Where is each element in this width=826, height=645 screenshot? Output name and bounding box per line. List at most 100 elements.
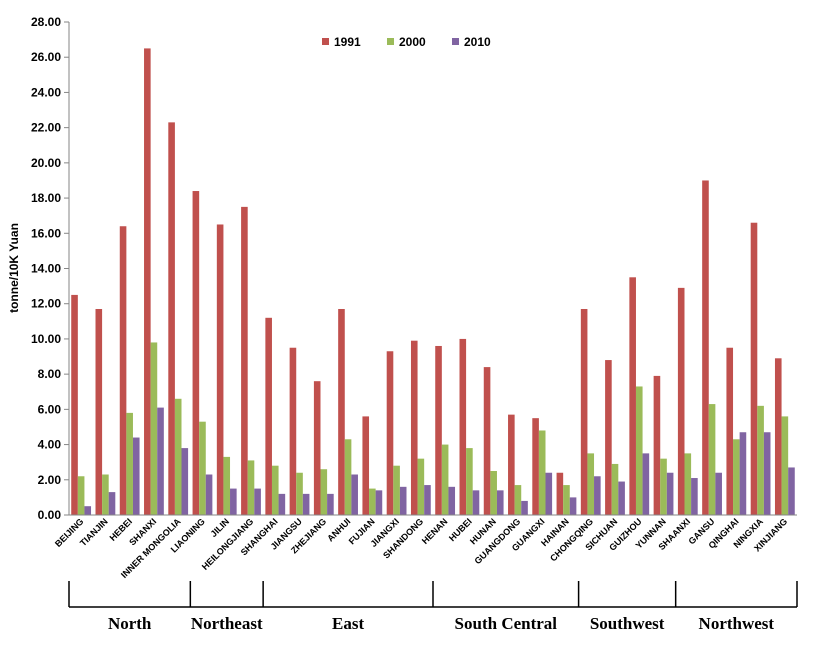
legend-label-2010: 2010: [464, 35, 491, 49]
bar-2010-anhui: [351, 474, 358, 515]
bar-2010-henan: [448, 486, 456, 515]
bar-1991-jiangxi: [386, 351, 394, 515]
bar-2000-beijing: [77, 476, 85, 515]
bar-2000-sichuan: [611, 463, 619, 515]
y-tick-label: 16.00: [31, 226, 61, 240]
bar-1991-guizhou: [629, 277, 636, 515]
bar-2010-hunan: [496, 490, 504, 515]
bar-2010-shandong: [424, 485, 431, 515]
bar-2000-heilongjiang: [247, 460, 255, 515]
bar-1991-zhejiang: [313, 381, 321, 515]
legend-swatch-2000: [387, 38, 394, 45]
bar-2010-beijing: [84, 506, 92, 515]
bar-2000-fujian: [369, 488, 376, 515]
y-tick-label: 6.00: [38, 402, 62, 416]
bar-1991-hunan: [483, 367, 491, 515]
bar-2000-ningxia: [757, 405, 764, 515]
bar-2000-jiangxi: [393, 465, 400, 515]
region-label-northwest: Northwest: [699, 614, 775, 633]
bar-2000-yunnan: [660, 458, 667, 515]
bar-1991-heilongjiang: [241, 206, 248, 515]
bar-1991-guangxi: [532, 418, 539, 515]
y-tick-label: 24.00: [31, 85, 61, 99]
bar-2000-shanghai: [271, 465, 279, 515]
bar-2010-jilin: [230, 488, 237, 515]
y-tick-label: 22.00: [31, 121, 61, 135]
bar-2000-inner-mongolia: [174, 398, 182, 515]
bar-2010-qinghai: [739, 432, 747, 515]
bar-2000-anhui: [344, 439, 352, 515]
bar-2010-sichuan: [618, 481, 625, 515]
region-label-east: East: [332, 614, 364, 633]
y-axis-label: tonne/10K Yuan: [7, 223, 21, 313]
bar-2000-shanxi: [150, 342, 158, 515]
y-axis-ticks: 0.00 2.00 4.00 6.00 8.00 10.00 12.00 14.00 16.00…: [31, 15, 69, 522]
bar-2010-liaoning: [205, 474, 213, 515]
y-tick-label: 0.00: [38, 508, 62, 522]
bar-1991-shanxi: [144, 48, 151, 516]
bar-1991-inner-mongolia: [168, 122, 175, 515]
bar-2010-fujian: [375, 490, 383, 515]
bar-1991-shandong: [410, 340, 418, 515]
bar-2010-guizhou: [642, 453, 650, 515]
bar-1991-xinjiang: [774, 358, 782, 515]
bar-1991-henan: [435, 345, 442, 515]
bar-2000-qinghai: [733, 439, 740, 515]
region-label-south-central: South Central: [455, 614, 558, 633]
bar-1991-shanghai: [265, 317, 272, 515]
bar-1991-ningxia: [750, 222, 758, 515]
y-tick-label: 18.00: [31, 191, 61, 205]
bar-1991-shaanxi: [677, 287, 685, 515]
bar-2000-chongqing: [587, 453, 595, 515]
bar-2010-zhejiang: [327, 493, 334, 515]
bar-2010-heilongjiang: [254, 488, 261, 515]
bar-1991-hubei: [459, 338, 467, 515]
bar-2010-inner-mongolia: [181, 448, 189, 515]
bar-2010-guangdong: [521, 500, 528, 515]
legend: 1991 2000 2010: [322, 35, 491, 49]
y-tick-label: 20.00: [31, 156, 61, 170]
bar-2000-gansu: [708, 404, 716, 515]
y-tick-label: 12.00: [31, 297, 61, 311]
y-tick-label: 26.00: [31, 50, 61, 64]
bar-1991-anhui: [338, 308, 345, 515]
bar-2000-tianjin: [102, 474, 109, 515]
bar-2010-yunnan: [666, 472, 674, 515]
bar-1991-jilin: [216, 224, 224, 515]
bar-2000-xinjiang: [781, 416, 789, 515]
region-label-north: North: [108, 614, 152, 633]
bar-1991-tianjin: [95, 308, 103, 515]
bar-series: [71, 48, 795, 516]
bar-2000-guangdong: [514, 485, 522, 515]
bar-1991-qinghai: [726, 347, 734, 515]
y-tick-label: 10.00: [31, 332, 61, 346]
bar-2000-henan: [441, 444, 449, 515]
bar-1991-beijing: [71, 294, 78, 515]
bar-2010-hubei: [472, 490, 480, 515]
y-tick-label: 4.00: [38, 438, 62, 452]
bar-2010-jiangsu: [302, 493, 310, 515]
bar-2000-zhejiang: [320, 469, 328, 515]
bar-1991-liaoning: [192, 191, 200, 515]
x-category-label: HENAN: [420, 516, 450, 546]
bar-2010-gansu: [715, 472, 722, 515]
bar-2000-shandong: [417, 458, 425, 515]
y-tick-label: 2.00: [38, 473, 62, 487]
y-tick-label: 28.00: [31, 15, 61, 29]
bar-1991-fujian: [362, 416, 370, 515]
bar-2010-hainan: [569, 497, 577, 515]
bar-2000-hubei: [466, 448, 473, 515]
legend-label-2000: 2000: [399, 35, 426, 49]
bar-1991-chongqing: [580, 308, 588, 515]
legend-label-1991: 1991: [334, 35, 361, 49]
bar-2010-guangxi: [545, 472, 553, 515]
bar-2000-guangxi: [538, 430, 546, 515]
bar-1991-hainan: [556, 472, 564, 515]
bar-2000-guizhou: [635, 386, 643, 515]
bar-1991-jiangsu: [289, 347, 297, 515]
legend-swatch-1991: [322, 38, 329, 45]
bar-2010-tianjin: [108, 492, 116, 515]
region-label-southwest: Southwest: [590, 614, 665, 633]
